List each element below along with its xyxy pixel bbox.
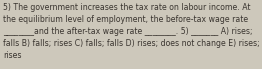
- Text: the equilibrium level of employment, the before-tax wage rate: the equilibrium level of employment, the…: [3, 15, 248, 24]
- Text: falls B) falls; rises C) falls; falls D) rises; does not change E) rises;: falls B) falls; rises C) falls; falls D)…: [3, 39, 260, 48]
- Text: 5) The government increases the tax rate on labour income. At: 5) The government increases the tax rate…: [3, 3, 251, 12]
- Text: ________and the after-tax wage rate ________. 5) _______ A) rises;: ________and the after-tax wage rate ____…: [3, 27, 253, 36]
- Text: rises: rises: [3, 51, 22, 60]
